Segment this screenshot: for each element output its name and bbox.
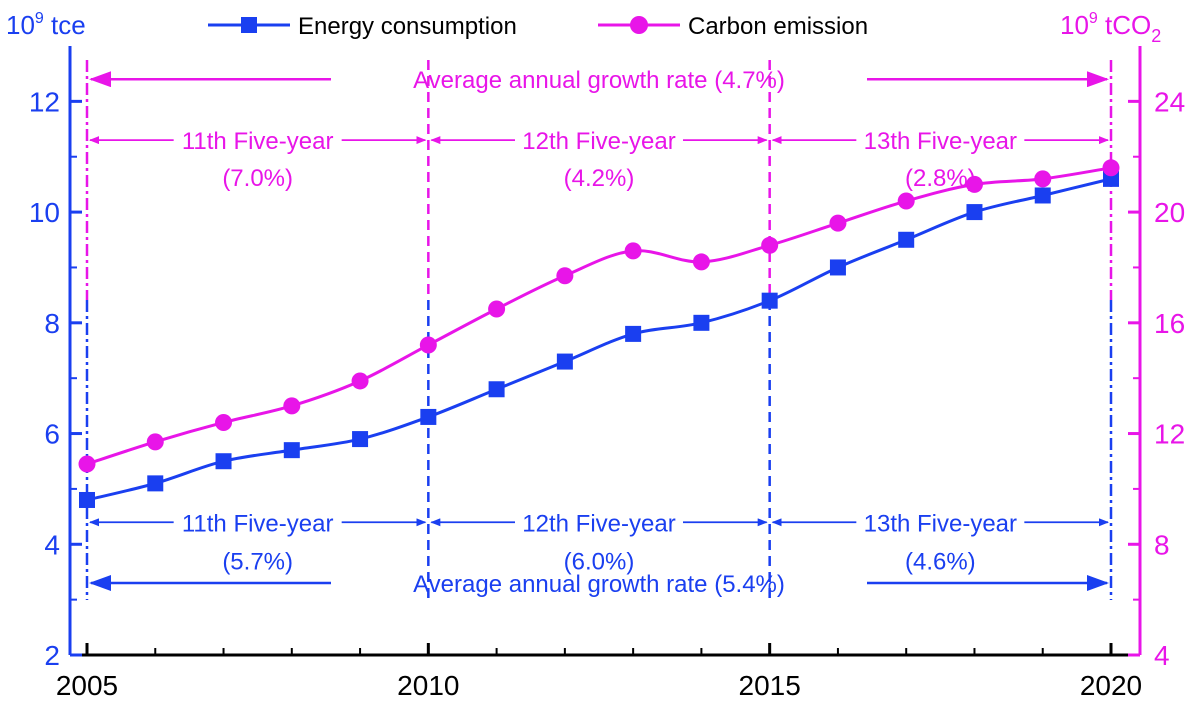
energy-period-name: 11th Five-year (182, 510, 334, 537)
energy-consumption-point (420, 408, 437, 425)
carbon-emission-series (78, 159, 1120, 473)
energy-consumption-point (966, 204, 983, 221)
energy-period-name: 13th Five-year (864, 510, 1017, 537)
left-y-tick-label: 2 (44, 640, 60, 671)
right-y-tick-label: 4 (1154, 640, 1170, 671)
energy-consumption-point (829, 259, 846, 276)
x-tick-label: 2010 (397, 670, 459, 701)
right-y-tick-label: 24 (1154, 86, 1185, 117)
carbon-emission-point (761, 236, 779, 254)
legend: Energy consumption Carbon emission (208, 13, 868, 40)
energy-consumption-line (86, 177, 1112, 502)
right-y-tick-label: 8 (1154, 529, 1170, 560)
carbon-emission-point (965, 175, 983, 193)
left-y-tick-label: 10 (29, 197, 60, 228)
carbon-period-rate: (2.8%) (905, 165, 976, 192)
carbon-emission-point (1034, 170, 1052, 188)
carbon-period-name: 13th Five-year (864, 128, 1017, 155)
right-y-tick-label: 12 (1154, 419, 1185, 450)
legend-energy-label: Energy consumption (298, 13, 517, 40)
carbon-period-rate: (4.2%) (564, 165, 635, 192)
carbon-emission-point (78, 455, 96, 473)
right-y-tick-label: 16 (1154, 308, 1185, 339)
carbon-emission-point (215, 413, 233, 431)
carbon-period-name: 11th Five-year (182, 128, 334, 155)
carbon-emission-line (86, 166, 1112, 466)
carbon-emission-point (1102, 159, 1120, 177)
energy-period-rate: (4.6%) (905, 548, 976, 575)
carbon-period-name: 12th Five-year (522, 128, 675, 155)
energy-consumption-point (352, 431, 369, 448)
growth-rate-annotations: Average annual growth rate (4.7%) 11th Fi… (89, 67, 1109, 598)
legend-carbon-label: Carbon emission (688, 13, 868, 40)
right-axis-unit-label: 109 tCO2 (1060, 10, 1161, 46)
left-y-tick-label: 4 (44, 529, 60, 560)
carbon-emission-point (283, 397, 301, 415)
energy-consumption-point (147, 475, 164, 492)
carbon-emission-point (692, 253, 710, 271)
carbon-period-rate: (7.0%) (222, 165, 293, 192)
energy-overall-growth-label: Average annual growth rate (5.4%) (413, 571, 785, 598)
energy-consumption-point (556, 353, 573, 370)
energy-consumption-point (488, 381, 505, 398)
carbon-emission-point (829, 214, 847, 232)
left-y-tick-label: 6 (44, 419, 60, 450)
carbon-emission-point (419, 336, 437, 354)
carbon-emission-point (351, 372, 369, 390)
left-y-tick-label: 8 (44, 308, 60, 339)
right-y-tick-label: 20 (1154, 197, 1185, 228)
carbon-emission-point (897, 192, 915, 210)
energy-consumption-point (1034, 187, 1051, 204)
energy-period-rate: (6.0%) (564, 548, 635, 575)
carbon-overall-growth-label: Average annual growth rate (4.7%) (413, 67, 785, 94)
x-tick-label: 2015 (739, 670, 801, 701)
energy-consumption-point (898, 231, 915, 248)
left-axis-unit-label: 109 tce (6, 10, 86, 40)
left-y-tick-label: 12 (29, 86, 60, 117)
carbon-emission-point (488, 300, 506, 318)
carbon-emission-point (624, 242, 642, 260)
carbon-emission-point (556, 267, 574, 285)
energy-consumption-point (761, 292, 778, 309)
energy-consumption-point (693, 314, 710, 331)
energy-consumption-point (283, 442, 300, 459)
legend-energy-marker (241, 17, 257, 33)
energy-period-rate: (5.7%) (222, 548, 293, 575)
energy-consumption-point (625, 325, 642, 342)
period-guide-lines (85, 60, 1113, 600)
energy-consumption-point (215, 453, 232, 470)
energy-consumption-series (79, 170, 1119, 508)
x-tick-label: 2005 (56, 670, 118, 701)
energy-period-name: 12th Five-year (522, 510, 675, 537)
energy-consumption-point (79, 491, 95, 508)
legend-carbon-marker (630, 16, 648, 34)
carbon-emission-point (146, 433, 164, 451)
x-tick-label: 2020 (1080, 670, 1142, 701)
